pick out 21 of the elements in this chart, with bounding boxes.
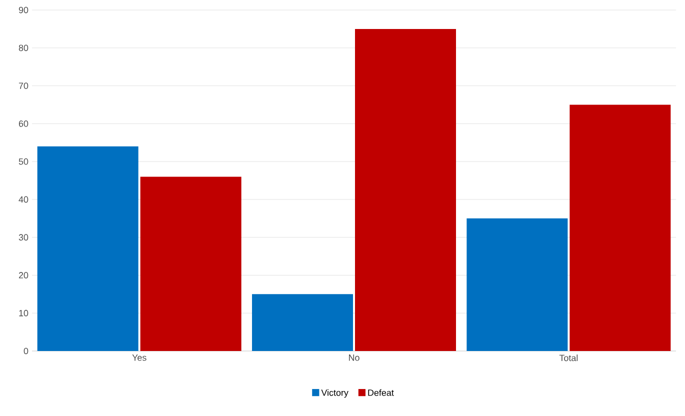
y-tick-label: 30 (18, 234, 28, 241)
y-tick-label: 0 (24, 348, 28, 354)
bar (355, 28, 456, 351)
y-tick-label: 50 (18, 158, 28, 165)
y-tick-label: 80 (18, 44, 28, 52)
x-tick-label: Total (559, 354, 578, 362)
legend-label: Defeat (368, 389, 394, 396)
y-tick-label: 10 (19, 310, 28, 316)
x-tick-label: No (349, 354, 360, 361)
bar (570, 104, 671, 351)
y-tick-label: 90 (18, 6, 28, 14)
legend-label: Victory (321, 389, 348, 398)
x-tick-label: Yes (132, 354, 146, 361)
bar (466, 218, 568, 351)
y-tick-label: 70 (18, 82, 28, 89)
bar (140, 176, 242, 351)
y-tick-label: 20 (18, 272, 28, 278)
bar (37, 146, 138, 351)
y-tick-label: 40 (18, 196, 28, 203)
y-tick-label: 60 (18, 120, 28, 127)
bar (252, 294, 354, 351)
